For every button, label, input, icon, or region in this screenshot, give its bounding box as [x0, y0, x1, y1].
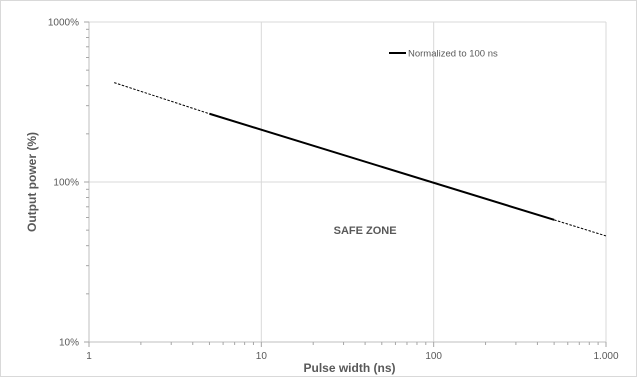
x-tick-label: 1: [86, 351, 92, 362]
x-axis-title: Pulse width (ns): [303, 361, 395, 375]
y-tick-label: 10%: [59, 338, 79, 349]
x-tick-label: 1.000: [593, 351, 618, 362]
x-tick-label: 10: [256, 351, 268, 362]
x-tick-label: 100: [425, 351, 442, 362]
label-layer: 1 10 100 1.000 10% 100% 1000% Pulse width (ns) O…: [25, 18, 619, 376]
y-tick-label: 1000%: [48, 18, 79, 29]
legend-label: Normalized to 100 ns: [408, 49, 498, 60]
grid-layer: [89, 21, 607, 342]
y-tick-label: 100%: [53, 178, 79, 189]
series-line: [209, 112, 555, 221]
y-axis-title: Output power (%): [25, 132, 39, 232]
series-layer: [114, 82, 607, 237]
extrapolation-line: [553, 219, 607, 237]
axis-layer: [84, 21, 607, 347]
safe-zone-label: SAFE ZONE: [334, 225, 397, 237]
extrapolation-line: [114, 82, 210, 115]
